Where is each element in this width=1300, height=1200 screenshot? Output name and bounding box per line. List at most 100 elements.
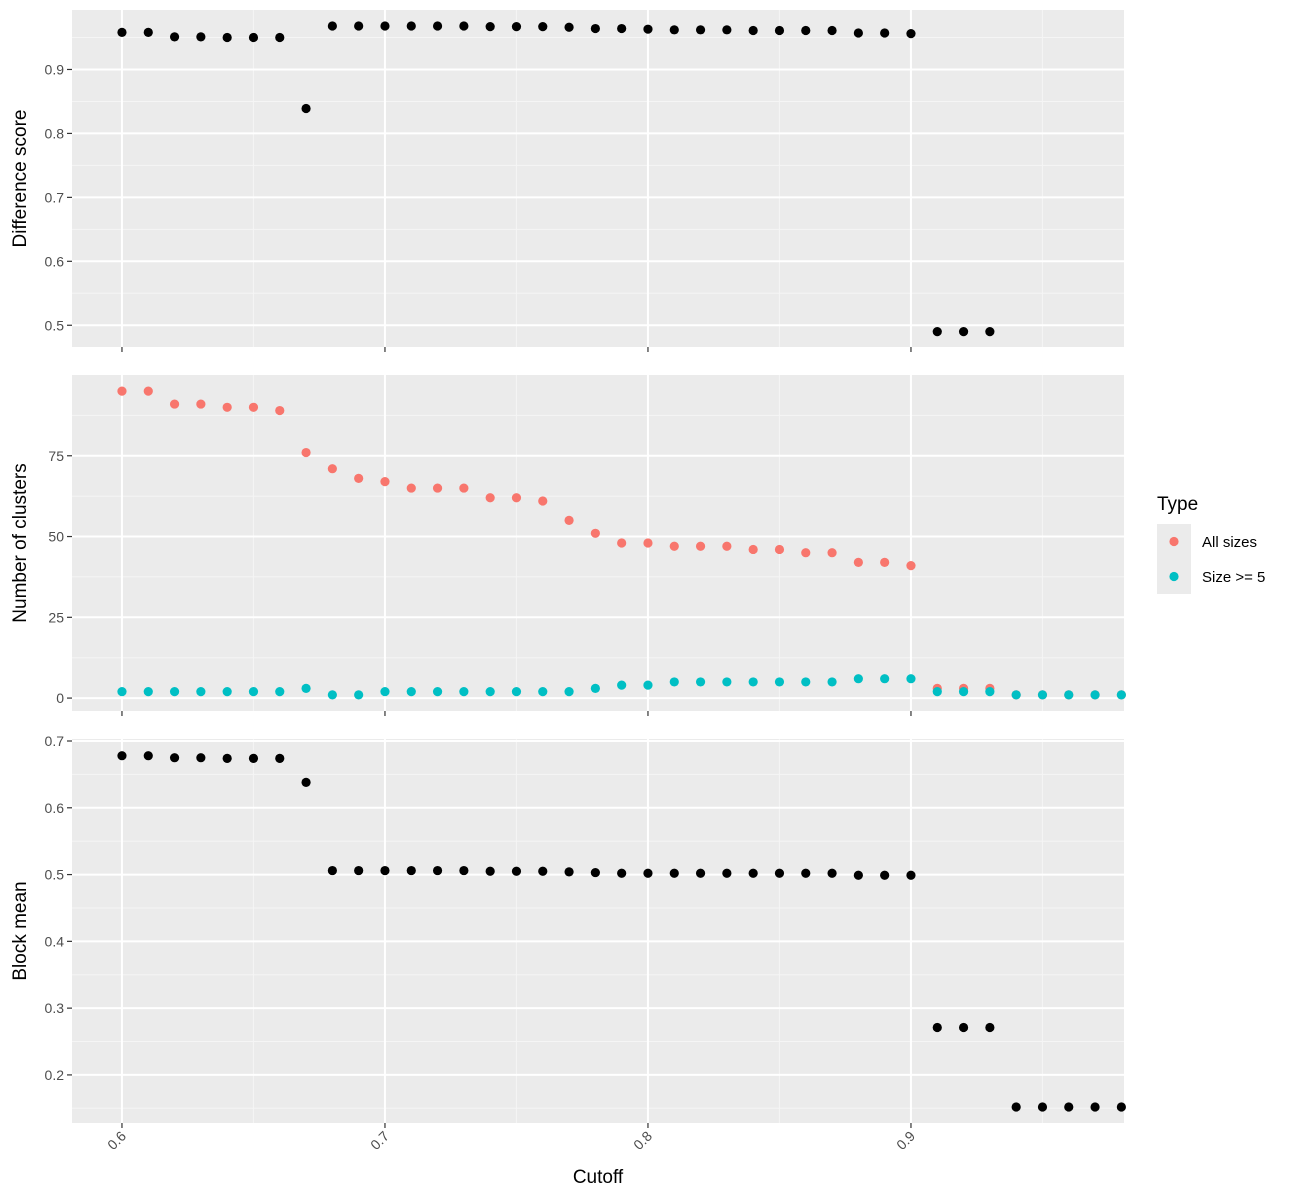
data-point (748, 25, 758, 36)
data-point (327, 865, 337, 876)
data-point (1090, 1102, 1100, 1112)
data-point (538, 687, 548, 697)
data-point (906, 674, 916, 684)
legend-label: Size >= 5 (1202, 569, 1265, 586)
data-point (564, 687, 574, 697)
data-point (143, 687, 153, 697)
data-point (985, 1022, 995, 1033)
data-point (880, 870, 890, 880)
data-point (722, 541, 732, 551)
y-tick-label: 0.6 (45, 253, 65, 269)
data-point (801, 25, 811, 36)
data-point (354, 690, 364, 700)
panel-background (72, 10, 1124, 347)
data-point (301, 683, 311, 693)
legend-title: Type (1157, 494, 1198, 515)
data-point (1011, 690, 1021, 700)
data-point (695, 25, 706, 35)
data-point (222, 687, 232, 697)
data-point (538, 22, 548, 32)
data-point (932, 1022, 942, 1033)
data-point (617, 680, 627, 690)
y-tick-label: 0.3 (45, 1000, 65, 1016)
data-point (827, 25, 837, 36)
data-point (222, 32, 232, 43)
data-point (722, 868, 732, 878)
data-point (327, 21, 337, 31)
data-point (853, 870, 863, 880)
data-point (169, 399, 180, 409)
y-tick-label: 0.5 (45, 317, 65, 333)
data-point (774, 25, 785, 36)
panel-difference: 0.5 0.6 0.7 0.8 0.9 Difference score (10, 10, 1124, 352)
data-point (143, 386, 153, 396)
data-point (564, 22, 574, 32)
panel-clusters: 0 25 50 75 Number of clusters (10, 375, 1126, 716)
data-point (485, 866, 495, 876)
data-point (169, 32, 180, 42)
data-point (248, 687, 259, 697)
y-tick-label: 0 (56, 690, 64, 706)
y-tick-label: 0.2 (45, 1067, 65, 1083)
data-point (617, 868, 627, 878)
data-point (459, 687, 469, 697)
data-point (511, 866, 522, 876)
panel-blockmean: 0.2 0.3 0.4 0.5 0.6 0.7 Block mean (10, 733, 1126, 1128)
data-point (301, 103, 311, 114)
data-point (669, 25, 679, 35)
data-point (774, 868, 785, 878)
data-point (275, 753, 285, 763)
x-tick-label: 0.9 (893, 1128, 918, 1153)
data-point (932, 327, 942, 337)
legend: Type All sizes Size >= 5 (1157, 494, 1265, 594)
data-point (853, 557, 863, 567)
data-point (564, 867, 574, 877)
data-point (722, 25, 732, 35)
data-point (406, 21, 416, 31)
data-point (801, 548, 811, 558)
data-point (143, 27, 153, 37)
data-point (301, 447, 311, 458)
data-point (354, 473, 364, 483)
data-point (538, 496, 548, 506)
x-tick-label: 0.7 (367, 1128, 392, 1153)
y-tick-label: 0.8 (45, 125, 65, 141)
data-point (748, 544, 758, 555)
data-point (169, 753, 180, 763)
data-point (459, 483, 469, 493)
data-point (669, 541, 679, 551)
data-point (406, 483, 416, 493)
data-point (432, 483, 443, 493)
data-point (117, 27, 127, 37)
data-point (695, 541, 706, 551)
data-point (695, 868, 706, 878)
panel-background (72, 375, 1124, 711)
y-tick-label: 0.7 (45, 189, 65, 205)
data-point (827, 868, 837, 878)
data-point (275, 687, 285, 697)
data-point (958, 687, 969, 697)
data-point (590, 23, 600, 34)
data-point (748, 677, 758, 687)
data-point (248, 402, 259, 412)
data-point (327, 690, 337, 700)
legend-key-point (1169, 571, 1179, 582)
data-point (248, 753, 259, 763)
data-point (880, 28, 890, 38)
x-axis-title: Cutoff (573, 1167, 624, 1188)
data-point (958, 1022, 969, 1033)
y-axis-title: Number of clusters (10, 463, 31, 622)
data-point (275, 405, 285, 416)
data-point (695, 677, 706, 687)
data-point (432, 865, 443, 876)
data-point (354, 21, 364, 31)
data-point (1090, 690, 1100, 700)
data-point (1037, 690, 1048, 700)
y-tick-label: 0.4 (45, 933, 65, 949)
y-tick-label: 0.9 (45, 61, 65, 77)
data-point (880, 674, 890, 684)
data-point (1037, 1102, 1048, 1112)
data-point (406, 687, 416, 697)
data-point (485, 22, 495, 32)
data-point (1064, 1102, 1074, 1112)
